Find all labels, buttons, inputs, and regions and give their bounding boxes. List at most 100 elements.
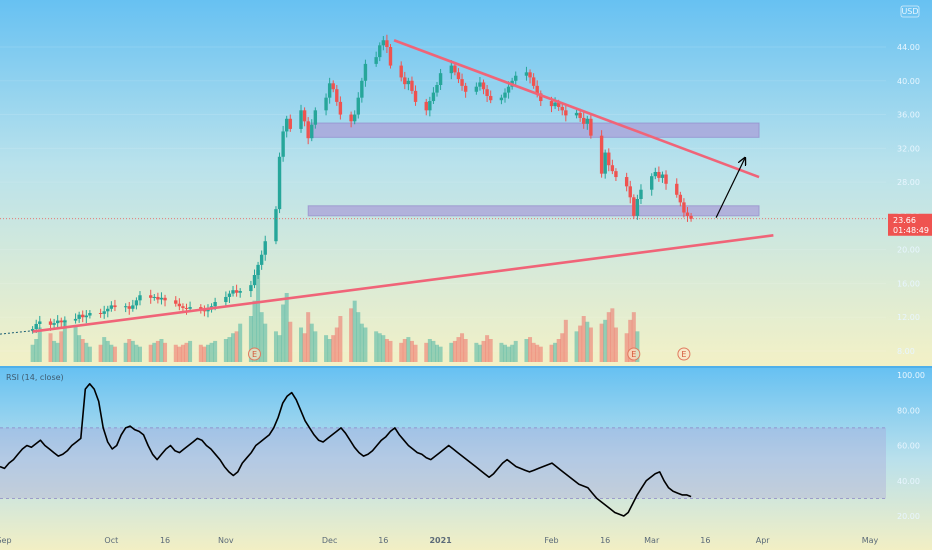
- candle-body: [428, 101, 432, 111]
- volume-bar: [499, 342, 504, 362]
- price-axis-tick-label: 36.00: [897, 111, 920, 120]
- time-axis-tick-label: Apr: [756, 536, 771, 545]
- volume-bar: [127, 339, 132, 362]
- candle-body: [685, 212, 690, 216]
- volume-bar: [556, 339, 561, 362]
- volume-bar: [452, 340, 457, 362]
- price-axis-tick-label: 8.00: [897, 347, 915, 356]
- candle-body: [388, 47, 393, 66]
- volume-bar: [259, 312, 264, 362]
- volume-bar: [281, 304, 286, 362]
- candle-body: [38, 321, 42, 324]
- volume-bar: [363, 327, 368, 362]
- candle-body: [213, 302, 217, 307]
- candle-body: [463, 85, 468, 92]
- price-axis-tick-label: 40.00: [897, 77, 920, 86]
- volume-bar: [59, 331, 64, 362]
- volume-bar: [77, 335, 82, 362]
- price-axis-tick-label: 12.00: [897, 313, 920, 322]
- rsi-legend-label[interactable]: RSI (14, close): [6, 373, 64, 382]
- volume-bar: [209, 342, 214, 362]
- volume-bar: [284, 293, 289, 362]
- candle-body: [578, 112, 582, 118]
- volume-bar: [299, 327, 304, 362]
- candle-body: [206, 309, 210, 312]
- volume-bar: [55, 342, 60, 362]
- earnings-marker[interactable]: [677, 347, 691, 361]
- candle-body: [624, 177, 629, 187]
- rsi-pane: RSI (14, close): [0, 373, 886, 517]
- volume-bar: [202, 346, 207, 362]
- candle-body: [48, 321, 53, 325]
- volume-bar: [435, 344, 439, 362]
- candle-body: [460, 79, 464, 86]
- candle-body: [231, 290, 235, 294]
- volume-bar: [87, 346, 92, 362]
- candle-body: [531, 77, 536, 86]
- candle-body: [159, 297, 164, 300]
- candle-body: [413, 90, 418, 102]
- volume-bar: [402, 339, 407, 362]
- volume-bar: [381, 335, 386, 362]
- rsi-axis-tick-label: 40.00: [897, 477, 920, 486]
- volume-bar: [80, 339, 85, 362]
- pre-history-line: [0, 330, 33, 335]
- candle-body: [481, 82, 486, 90]
- price-zone[interactable]: [307, 205, 760, 217]
- candle-body: [553, 102, 557, 107]
- time-axis-tick-label: May: [862, 536, 879, 545]
- earnings-marker-label: E: [252, 350, 257, 359]
- candle-body: [313, 110, 318, 125]
- candle-body: [77, 314, 81, 319]
- volume-bar: [356, 312, 361, 362]
- time-axis-tick-label: Nov: [218, 536, 234, 545]
- support-trendline[interactable]: [32, 234, 774, 333]
- resistance-trendline[interactable]: [393, 39, 760, 179]
- volume-bar: [388, 340, 393, 362]
- earnings-marker[interactable]: [247, 347, 261, 361]
- candle-body: [310, 124, 314, 139]
- candle-body: [650, 176, 654, 190]
- volume-bar: [34, 339, 39, 362]
- projection-arrow[interactable]: [715, 158, 745, 218]
- price-axis-tick-label: 28.00: [897, 178, 920, 187]
- candle-body: [163, 297, 167, 301]
- price-axis-tick-label: 32.00: [897, 144, 920, 153]
- volume-bar: [52, 340, 57, 362]
- candle-body: [55, 320, 60, 324]
- currency-badge[interactable]: USD: [900, 5, 920, 18]
- candle-body: [256, 264, 260, 275]
- candle-body: [632, 197, 636, 216]
- candle-body: [478, 82, 482, 87]
- pane-divider[interactable]: [0, 366, 932, 368]
- time-axis-tick-label: 2021: [429, 536, 452, 545]
- candle-body: [98, 313, 103, 314]
- time-axis-tick-label: 16: [700, 536, 710, 545]
- candle-body: [63, 320, 67, 323]
- volume-bar: [384, 339, 389, 362]
- earnings-marker[interactable]: [627, 347, 641, 361]
- candle-body: [109, 305, 114, 309]
- volume-bar: [374, 331, 379, 362]
- currency-badge-box: [900, 5, 920, 18]
- price-axis-tick-label: 16.00: [897, 279, 920, 288]
- rsi-line[interactable]: [0, 383, 692, 517]
- candle-body: [363, 63, 368, 81]
- volume-bar: [624, 333, 629, 362]
- price-zone[interactable]: [307, 122, 760, 138]
- candle-body: [34, 323, 38, 330]
- time-axis-tick-label: Sep: [0, 536, 12, 545]
- volume-bar: [213, 340, 218, 362]
- candle-body: [152, 296, 156, 298]
- candle-body: [556, 102, 561, 107]
- volume-bar: [324, 335, 329, 362]
- volume-bar: [105, 340, 110, 362]
- volume-bar: [578, 325, 583, 362]
- volume-bar: [198, 344, 203, 362]
- time-axis-tick-label: Dec: [322, 536, 337, 545]
- candle-body: [635, 199, 640, 216]
- volume-bar: [313, 331, 318, 362]
- volume-bar: [173, 344, 178, 362]
